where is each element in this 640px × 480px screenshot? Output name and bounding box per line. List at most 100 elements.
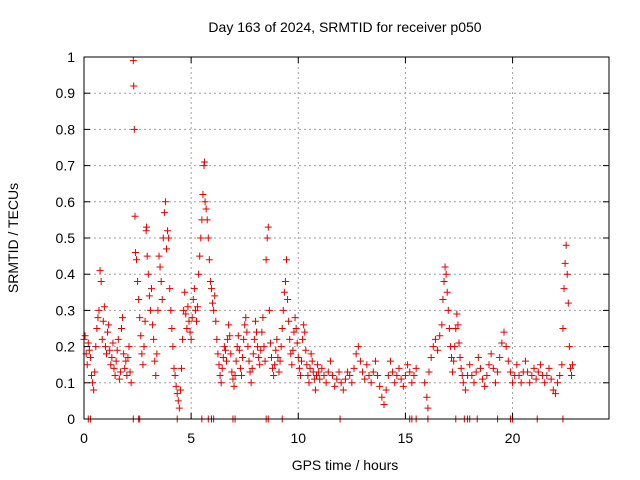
data-point bbox=[173, 390, 181, 398]
data-point bbox=[84, 339, 92, 347]
data-point bbox=[90, 386, 98, 394]
data-point bbox=[266, 339, 274, 347]
data-point bbox=[504, 357, 512, 365]
y-tick-label: 0 bbox=[67, 411, 75, 427]
data-point bbox=[179, 335, 187, 343]
data-point bbox=[258, 328, 266, 336]
data-point bbox=[249, 350, 257, 358]
data-point bbox=[376, 382, 384, 390]
data-point bbox=[306, 364, 314, 372]
data-point bbox=[97, 277, 105, 285]
data-point bbox=[423, 393, 431, 401]
data-point bbox=[445, 325, 453, 332]
data-point bbox=[264, 223, 272, 231]
data-point bbox=[560, 285, 568, 293]
data-point bbox=[261, 357, 269, 365]
data-point bbox=[100, 303, 108, 311]
data-point bbox=[131, 212, 139, 220]
data-point bbox=[242, 314, 250, 322]
data-point bbox=[290, 328, 298, 336]
data-point bbox=[500, 328, 508, 336]
data-point bbox=[215, 361, 223, 369]
data-point bbox=[127, 379, 135, 387]
data-point bbox=[549, 386, 557, 394]
data-point bbox=[408, 379, 416, 387]
data-point bbox=[350, 364, 358, 372]
data-point bbox=[125, 343, 133, 351]
data-point bbox=[374, 372, 382, 380]
data-point bbox=[239, 353, 247, 361]
data-point bbox=[224, 335, 232, 343]
data-point bbox=[275, 368, 283, 376]
data-point bbox=[199, 191, 207, 199]
data-point bbox=[211, 292, 219, 300]
data-point bbox=[371, 357, 379, 365]
data-point bbox=[356, 357, 364, 365]
data-point bbox=[236, 364, 244, 372]
data-point bbox=[175, 404, 183, 412]
data-point bbox=[230, 382, 238, 390]
data-point bbox=[303, 361, 311, 369]
data-point bbox=[88, 372, 95, 380]
data-point bbox=[530, 364, 538, 372]
data-point bbox=[324, 368, 332, 376]
data-point bbox=[229, 375, 237, 383]
data-point bbox=[214, 350, 222, 358]
data-point bbox=[115, 375, 123, 383]
data-point bbox=[344, 368, 352, 376]
data-point bbox=[401, 372, 409, 380]
y-tick-label: 0.8 bbox=[56, 121, 76, 137]
data-point bbox=[320, 372, 328, 380]
data-point bbox=[378, 393, 386, 401]
data-point bbox=[186, 328, 194, 336]
data-point bbox=[474, 353, 482, 361]
data-point bbox=[92, 343, 100, 351]
data-point bbox=[139, 361, 147, 369]
data-point bbox=[151, 357, 159, 365]
data-point bbox=[184, 303, 192, 311]
data-point bbox=[281, 277, 289, 285]
data-point bbox=[468, 372, 476, 380]
data-point bbox=[285, 317, 293, 325]
data-point bbox=[225, 321, 233, 329]
data-point bbox=[221, 346, 229, 354]
data-point bbox=[476, 364, 484, 372]
data-point bbox=[304, 372, 312, 380]
data-point bbox=[200, 158, 208, 166]
data-point bbox=[246, 368, 254, 376]
data-point bbox=[250, 335, 258, 343]
data-point bbox=[165, 234, 173, 242]
data-point bbox=[313, 372, 320, 380]
data-point bbox=[137, 332, 145, 340]
data-point bbox=[410, 372, 418, 380]
data-point bbox=[453, 310, 461, 318]
data-point bbox=[365, 372, 373, 380]
data-point bbox=[521, 357, 529, 365]
data-point bbox=[174, 397, 182, 405]
data-point bbox=[196, 252, 204, 260]
data-point bbox=[406, 368, 414, 376]
data-point bbox=[425, 368, 433, 376]
data-point bbox=[133, 256, 140, 264]
data-point bbox=[455, 339, 463, 347]
data-point bbox=[204, 234, 212, 242]
data-point bbox=[292, 325, 300, 332]
data-point bbox=[524, 368, 532, 376]
data-point bbox=[363, 361, 371, 369]
data-point bbox=[110, 364, 118, 372]
data-point bbox=[193, 317, 200, 325]
data-point bbox=[160, 209, 168, 217]
data-point bbox=[487, 350, 495, 358]
x-tick-label: 15 bbox=[398, 430, 414, 446]
data-point bbox=[399, 382, 407, 390]
data-point bbox=[216, 372, 224, 380]
data-point bbox=[536, 361, 544, 369]
data-point bbox=[210, 306, 218, 314]
data-point bbox=[154, 306, 162, 314]
data-point bbox=[187, 335, 195, 343]
data-point bbox=[466, 361, 474, 369]
data-point bbox=[135, 296, 143, 304]
data-point bbox=[149, 321, 157, 329]
data-point bbox=[157, 277, 165, 285]
data-point bbox=[431, 335, 439, 343]
